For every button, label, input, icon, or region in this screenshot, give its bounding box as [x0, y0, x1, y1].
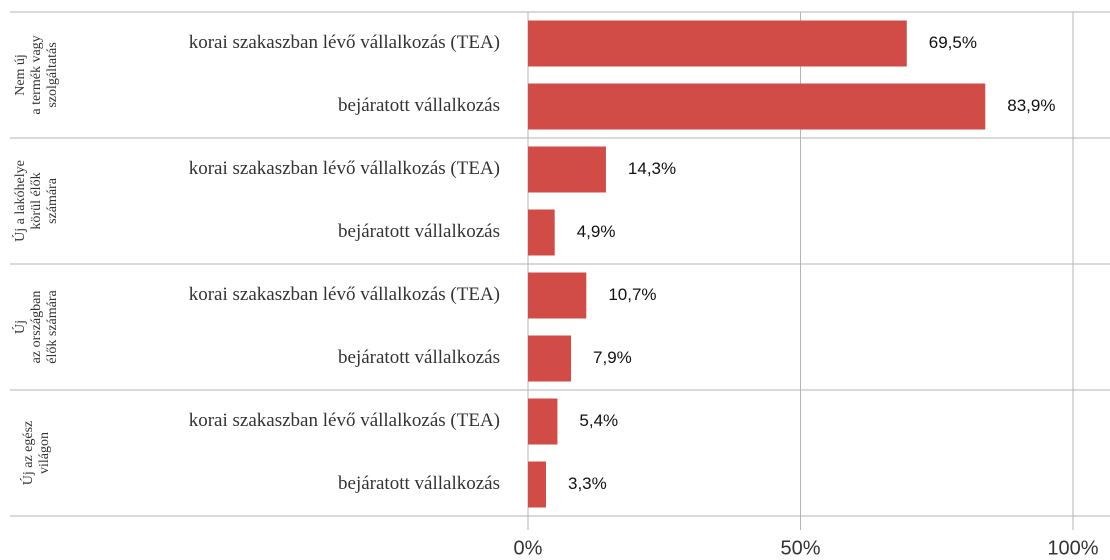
value-label: 10,7%: [608, 285, 656, 304]
y-tick-label: korai szakaszban lévő vállalkozás (TEA): [189, 284, 500, 305]
group-label: Új az egészvilágon: [19, 421, 52, 486]
y-tick-label: korai szakaszban lévő vállalkozás (TEA): [189, 158, 500, 179]
group-label-line: Nem új: [13, 54, 28, 96]
value-label: 69,5%: [929, 33, 977, 52]
group-label-line: Új a lakóhelye: [11, 160, 28, 242]
y-tick-label: korai szakaszban lévő vállalkozás (TEA): [189, 410, 500, 431]
group-label-line: körül élők: [29, 172, 44, 229]
x-tick-label: 100%: [1047, 537, 1098, 559]
group-label-line: világon: [37, 432, 52, 474]
bar: [528, 209, 555, 256]
bar: [528, 461, 546, 508]
value-label: 83,9%: [1007, 96, 1055, 115]
bar: [528, 272, 587, 319]
group-label-line: az országban: [29, 291, 44, 364]
y-tick-label: bejáratott vállalkozás: [338, 221, 500, 242]
value-label: 5,4%: [579, 411, 618, 430]
y-tick-label: korai szakaszban lévő vállalkozás (TEA): [189, 32, 500, 53]
bar: [528, 20, 907, 67]
value-label: 7,9%: [593, 348, 632, 367]
bar: [528, 83, 986, 130]
bar: [528, 146, 606, 193]
y-tick-label: bejáratott vállalkozás: [338, 95, 500, 116]
group-label-line: Új az egész: [19, 421, 36, 486]
group-label: Újaz országbanélők számára: [11, 289, 60, 363]
x-tick-label: 50%: [780, 537, 820, 559]
value-label: 4,9%: [577, 222, 616, 241]
value-label: 14,3%: [628, 159, 676, 178]
group-label-line: a termék vagy: [29, 35, 44, 114]
group-label-line: élők számára: [45, 289, 60, 363]
group-label: Új a lakóhelyekörül élőkszámára: [11, 160, 60, 242]
y-tick-label: bejáratott vállalkozás: [338, 347, 500, 368]
group-label-line: szolgáltatás: [45, 42, 60, 107]
group-label-line: Új: [11, 320, 28, 334]
value-label: 3,3%: [568, 474, 607, 493]
bar: [528, 398, 558, 445]
group-label-line: számára: [45, 177, 60, 224]
x-tick-label: 0%: [514, 537, 543, 559]
bar: [528, 335, 572, 382]
group-label: Nem úja termék vagyszolgáltatás: [13, 35, 60, 114]
y-tick-label: bejáratott vállalkozás: [338, 473, 500, 494]
